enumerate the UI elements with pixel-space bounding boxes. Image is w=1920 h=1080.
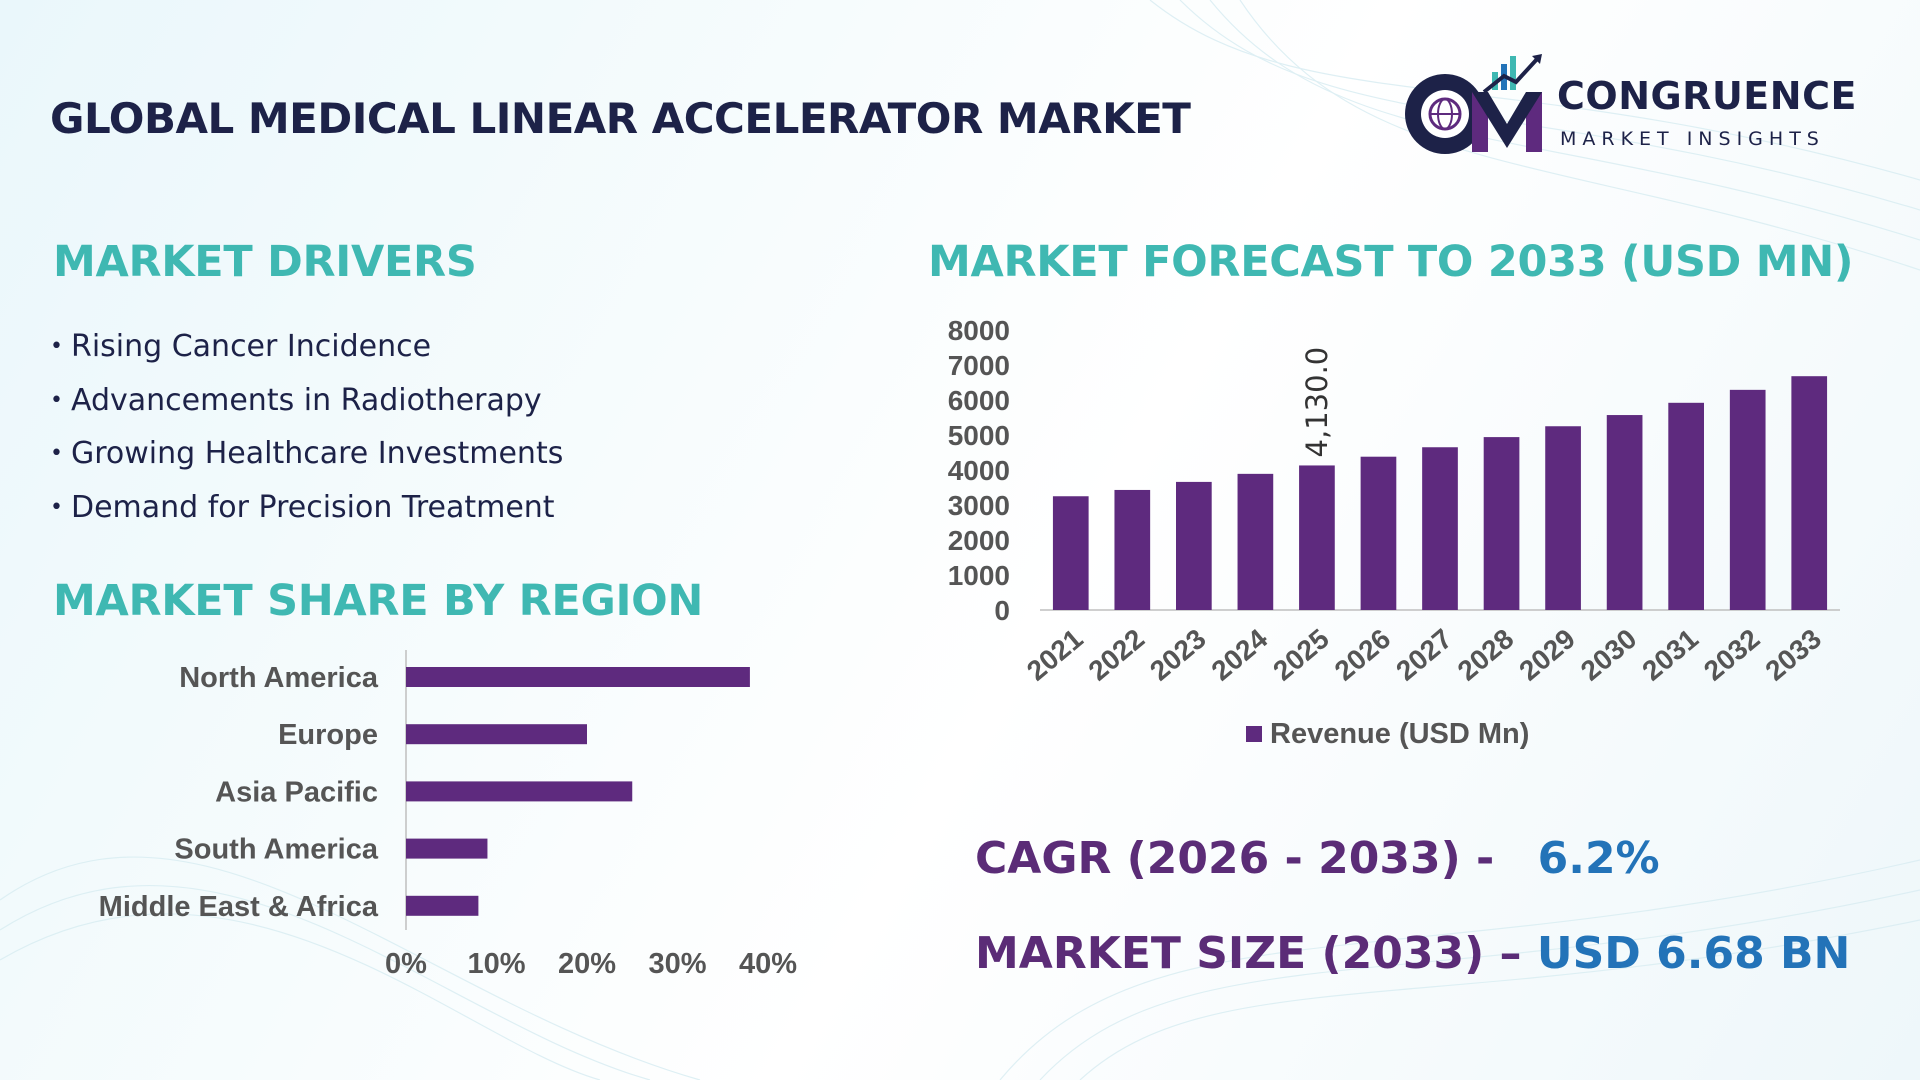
x-tick-label: 2024 xyxy=(1206,623,1274,687)
x-tick-label: 2029 xyxy=(1513,623,1581,687)
legend-label: Revenue (USD Mn) xyxy=(1270,718,1529,750)
revenue-bar xyxy=(1114,489,1151,610)
region-bar xyxy=(406,895,479,916)
region-bar xyxy=(406,667,750,687)
region-label: Europe xyxy=(278,719,378,751)
region-share-chart: North America Europe Asia Pacific South Ame… xyxy=(99,650,797,980)
y-tick-label: 0 xyxy=(994,595,1010,626)
market-size-label: MARKET SIZE (2033) – xyxy=(975,928,1522,979)
region-heading: MARKET SHARE BY REGION xyxy=(53,576,704,626)
drivers-heading: MARKET DRIVERS xyxy=(53,237,477,287)
x-tick-label: 2032 xyxy=(1698,623,1766,687)
region-bar xyxy=(406,724,587,745)
x-tick-label: 2021 xyxy=(1021,623,1089,687)
region-label: North America xyxy=(179,662,379,694)
revenue-bar xyxy=(1237,473,1274,610)
x-tick-label: 2023 xyxy=(1144,623,1212,687)
logo-mark-icon xyxy=(1405,54,1542,154)
cagr-value: 6.2% xyxy=(1537,833,1660,884)
x-tick-label: 2025 xyxy=(1267,623,1335,687)
y-tick-label: 7000 xyxy=(948,350,1010,381)
revenue-bar xyxy=(1299,465,1335,610)
y-tick-label: 3000 xyxy=(948,490,1010,521)
revenue-bar xyxy=(1545,426,1581,610)
x-tick-label: 40% xyxy=(739,948,797,980)
revenue-bar xyxy=(1360,456,1397,610)
revenue-bar xyxy=(1606,415,1643,610)
cagr-line: CAGR (2026 - 2033) - 6.2% xyxy=(975,833,1660,884)
page-title: GLOBAL MEDICAL LINEAR ACCELERATOR MARKET xyxy=(50,94,1191,143)
driver-item: • Advancements in Radiotherapy xyxy=(50,382,542,418)
region-bar xyxy=(406,838,488,859)
x-tick-label: 2030 xyxy=(1575,623,1643,687)
x-tick-label: 30% xyxy=(648,948,706,980)
x-tick-label: 2031 xyxy=(1636,623,1704,687)
logo-tagline: MARKET INSIGHTS xyxy=(1560,128,1825,150)
market-size-line: MARKET SIZE (2033) – USD 6.68 BN xyxy=(975,928,1850,979)
driver-item: • Rising Cancer Incidence xyxy=(50,329,432,364)
drivers-list: • Rising Cancer Incidence • Advancements i… xyxy=(50,320,563,534)
y-tick-label: 6000 xyxy=(948,385,1010,416)
revenue-bar xyxy=(1176,481,1212,610)
driver-item: • Demand for Precision Treatment xyxy=(50,489,555,525)
forecast-heading: MARKET FORECAST TO 2033 (USD MN) xyxy=(928,237,1854,287)
revenue-bar xyxy=(1422,447,1458,610)
cagr-label: CAGR (2026 - 2033) - xyxy=(975,833,1495,884)
data-label: 4,130.0 xyxy=(1300,347,1334,458)
revenue-bar xyxy=(1791,376,1828,610)
revenue-bar xyxy=(1729,389,1766,610)
forecast-chart: 0100020003000400050006000700080002021202… xyxy=(948,315,1840,750)
logo-wordmark: CONGRUENCE xyxy=(1557,74,1857,118)
x-tick-label: 2028 xyxy=(1452,623,1520,687)
region-label: Middle East & Africa xyxy=(99,891,379,923)
x-tick-label: 2022 xyxy=(1083,623,1151,687)
legend-swatch xyxy=(1246,726,1262,742)
region-bar xyxy=(406,781,633,802)
y-tick-label: 2000 xyxy=(948,525,1010,556)
x-tick-label: 0% xyxy=(385,948,427,980)
brand-logo: CONGRUENCE MARKET INSIGHTS xyxy=(1400,52,1880,162)
revenue-bar xyxy=(1483,437,1520,610)
driver-item: • Growing Healthcare Investments xyxy=(50,436,564,471)
x-tick-label: 20% xyxy=(558,948,616,980)
region-label: Asia Pacific xyxy=(215,776,378,808)
y-tick-label: 1000 xyxy=(948,560,1010,591)
x-tick-label: 2026 xyxy=(1329,623,1397,687)
revenue-bar xyxy=(1052,496,1089,610)
revenue-bar xyxy=(1668,402,1704,610)
y-tick-label: 5000 xyxy=(948,420,1010,451)
x-tick-label: 10% xyxy=(467,948,525,980)
y-tick-label: 4000 xyxy=(948,455,1010,486)
x-tick-label: 2033 xyxy=(1759,623,1827,687)
x-tick-label: 2027 xyxy=(1390,623,1458,687)
y-tick-label: 8000 xyxy=(948,315,1010,346)
region-label: South America xyxy=(174,834,378,866)
market-size-value: USD 6.68 BN xyxy=(1536,928,1851,979)
